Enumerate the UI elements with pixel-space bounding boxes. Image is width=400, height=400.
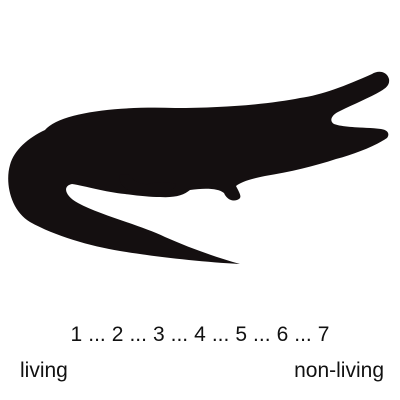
scale-separator: ...	[294, 323, 312, 346]
scale-point-7[interactable]: 7	[317, 323, 330, 346]
scale-separator: ...	[253, 323, 271, 346]
scale-point-5[interactable]: 5	[235, 323, 248, 346]
scale-separator: ...	[129, 323, 147, 346]
scale-separator: ...	[88, 323, 106, 346]
scale-point-1[interactable]: 1	[70, 323, 83, 346]
crocodile-front-leg	[119, 174, 176, 194]
scale-separator: ...	[170, 323, 189, 346]
scale-point-6[interactable]: 6	[276, 323, 289, 346]
scale-point-3[interactable]: 3	[152, 323, 165, 346]
rating-scale: 1... 2... 3... 4... 5... 6... 7	[0, 318, 400, 352]
scale-point-4[interactable]: 4	[194, 323, 206, 346]
scale-point-2[interactable]: 2	[111, 323, 124, 346]
scale-anchor-living: living	[20, 359, 68, 382]
scale-anchor-non-living: non-living	[294, 359, 384, 382]
crocodile-body	[8, 71, 390, 264]
crocodile-silhouette-icon	[8, 71, 390, 264]
scale-separator: ...	[211, 323, 230, 346]
